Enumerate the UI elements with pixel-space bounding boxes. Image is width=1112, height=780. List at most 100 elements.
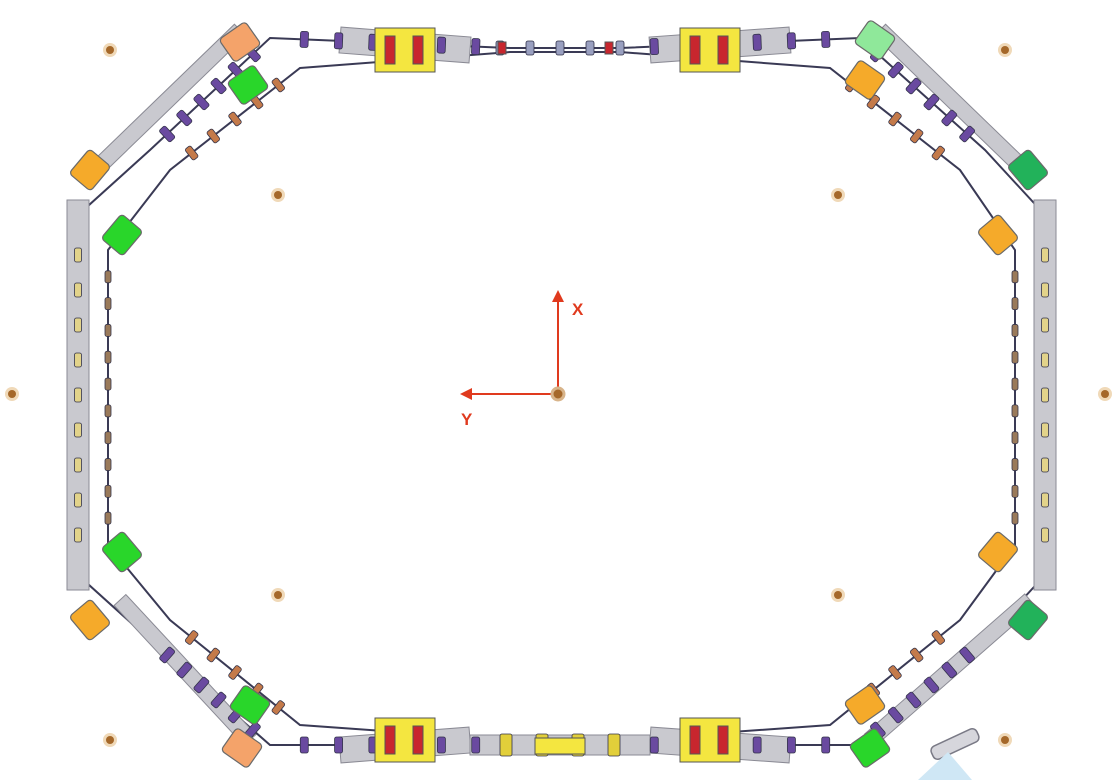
rf-cavity: [607, 733, 621, 757]
bending-magnet: [229, 685, 271, 725]
sextupole: [1041, 352, 1049, 368]
bending-magnet: [978, 531, 1018, 573]
sextupole: [74, 247, 82, 263]
sextupole: [1041, 492, 1049, 508]
quadrupole: [437, 736, 446, 754]
quadrupole: [210, 77, 227, 95]
corrector: [104, 377, 112, 391]
floor-bolt: [1101, 390, 1109, 398]
bending-magnet: [70, 149, 110, 191]
beam-pipe-flange: [615, 40, 625, 56]
section-block: [717, 35, 729, 65]
corrector: [1011, 458, 1019, 471]
sextupole: [74, 492, 82, 508]
section-block: [679, 717, 741, 763]
bending-magnet: [849, 728, 891, 768]
section-block: [534, 737, 586, 755]
quadrupole: [923, 93, 940, 111]
floor-bolt: [1001, 46, 1009, 54]
quadrupole: [159, 646, 175, 664]
corrector: [1011, 350, 1019, 364]
quadrupole: [176, 661, 193, 679]
bending-magnets: [70, 20, 1048, 768]
corrector: [104, 324, 112, 337]
floor-bolt: [106, 46, 114, 54]
section-block: [374, 717, 436, 763]
beam-pipe-flange: [525, 40, 535, 56]
bending-magnet: [227, 65, 269, 105]
corrector: [888, 665, 902, 680]
quadrupole: [923, 676, 940, 694]
bending-magnet: [221, 728, 263, 768]
corrector: [104, 511, 112, 525]
sextupole: [74, 387, 82, 403]
quadrupole: [471, 38, 481, 56]
corrector: [104, 270, 112, 284]
corrector: [104, 297, 112, 311]
quadrupole: [649, 736, 659, 754]
corrector: [228, 111, 242, 127]
quadrupole: [887, 706, 904, 724]
bending-magnet: [844, 685, 886, 725]
floor-bolt: [106, 736, 114, 744]
corrector: [206, 647, 221, 663]
corrector: [1011, 404, 1019, 418]
beam-pipe-flange: [585, 40, 595, 56]
sextupole: [74, 317, 82, 333]
corrector: [104, 431, 112, 445]
rf-cavity: [499, 733, 513, 757]
corrector: [1011, 270, 1019, 284]
bending-magnet: [102, 531, 142, 573]
floor-bolt: [274, 191, 282, 199]
section-block: [384, 35, 396, 65]
bending-magnet: [102, 214, 142, 256]
section-block: [679, 27, 741, 73]
corrector: [104, 484, 112, 498]
quadrupole: [905, 77, 922, 95]
sextupole: [1041, 387, 1049, 403]
quadrupole: [334, 736, 343, 754]
section-block: [717, 725, 729, 755]
bending-magnet: [1008, 599, 1048, 641]
sextupole: [1041, 457, 1049, 473]
corrector: [931, 145, 945, 161]
corrector: [1011, 297, 1019, 311]
bolt-icon: [550, 386, 566, 402]
corrector: [104, 458, 112, 471]
quadrupole: [787, 736, 796, 754]
corrector: [1011, 484, 1019, 498]
corrector: [271, 77, 285, 93]
corrector: [931, 630, 946, 645]
quadrupole: [193, 676, 210, 694]
corrector: [909, 647, 924, 663]
quadrupole: [333, 32, 344, 50]
quadrupole: [821, 736, 831, 754]
arrow-up-icon: [552, 290, 564, 302]
bending-magnet: [219, 22, 261, 62]
corrector: [271, 700, 286, 715]
straight-section-blocks: [374, 27, 741, 763]
quadrupole: [436, 36, 447, 54]
floor-bolt: [834, 191, 842, 199]
quadrupole: [887, 61, 904, 79]
corrector: [1011, 511, 1019, 525]
bending-magnet: [854, 20, 896, 60]
corrector: [1011, 324, 1019, 337]
corrector: [1011, 431, 1019, 445]
quadrupole: [752, 33, 762, 51]
quadrupole: [959, 125, 976, 143]
corrector: [104, 404, 112, 418]
sextupole: [1041, 422, 1049, 438]
corrector: [866, 94, 880, 110]
section-block: [412, 725, 424, 755]
section-block: [689, 35, 701, 65]
x-axis-label: X: [572, 300, 584, 319]
corrector: [910, 128, 924, 144]
quadrupole: [786, 32, 797, 50]
section-block: [412, 35, 424, 65]
sextupole: [1041, 282, 1049, 298]
quadrupole: [176, 109, 193, 127]
corrector: [185, 145, 199, 161]
section-block: [384, 725, 396, 755]
